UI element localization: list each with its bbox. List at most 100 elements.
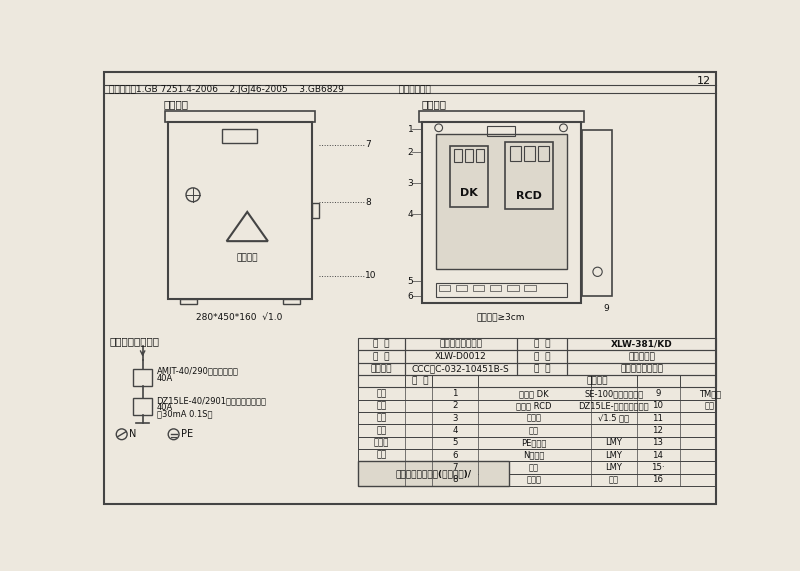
Text: 7: 7 xyxy=(452,463,458,472)
Text: RCD: RCD xyxy=(517,191,542,200)
Bar xyxy=(358,363,405,375)
Bar xyxy=(510,146,521,161)
Bar xyxy=(311,203,318,218)
Text: 制图: 制图 xyxy=(376,401,386,411)
Text: 标准化: 标准化 xyxy=(374,438,389,447)
Bar xyxy=(134,369,152,386)
Text: 有电危险: 有电危险 xyxy=(237,253,258,262)
Text: 2: 2 xyxy=(408,148,414,157)
Text: XLW-D0012: XLW-D0012 xyxy=(435,352,486,361)
Text: 施工现场照明配电: 施工现场照明配电 xyxy=(620,364,663,373)
Text: 电器连接原理图：: 电器连接原理图： xyxy=(110,336,159,347)
Text: 15·: 15· xyxy=(651,463,665,472)
Text: 8: 8 xyxy=(452,475,458,484)
Text: 7: 7 xyxy=(365,140,371,149)
Text: CCC：C-032-10451B-S: CCC：C-032-10451B-S xyxy=(412,364,510,373)
Text: 名  称: 名 称 xyxy=(373,340,390,349)
Bar xyxy=(435,134,566,269)
Text: 用  途: 用 途 xyxy=(534,364,550,373)
Bar xyxy=(358,412,716,424)
Bar xyxy=(567,351,716,363)
Bar xyxy=(490,285,502,291)
Text: 12: 12 xyxy=(653,426,663,435)
Text: N: N xyxy=(130,429,137,439)
Text: 断路器 RCD: 断路器 RCD xyxy=(516,401,552,411)
Bar xyxy=(524,285,535,291)
Bar xyxy=(456,285,467,291)
Bar xyxy=(405,351,517,363)
Text: 序  号: 序 号 xyxy=(412,377,428,385)
Bar xyxy=(567,338,716,351)
Text: 压把锁: 压把锁 xyxy=(526,475,542,484)
Bar xyxy=(358,400,716,412)
Text: 4: 4 xyxy=(408,210,414,219)
Text: 型  号: 型 号 xyxy=(534,340,550,349)
Text: PE: PE xyxy=(182,429,194,439)
Text: 8: 8 xyxy=(365,198,371,207)
Bar xyxy=(180,299,197,304)
Bar xyxy=(465,150,473,162)
Text: 主要配件: 主要配件 xyxy=(586,377,608,385)
Bar xyxy=(517,338,567,351)
Bar xyxy=(476,150,484,162)
Bar xyxy=(358,473,716,486)
Bar xyxy=(454,150,462,162)
Text: 执行标准：1.GB 7251.4-2006    2.JGJ46-2005    3.GB6829                   壳体颜色：黄: 执行标准：1.GB 7251.4-2006 2.JGJ46-2005 3.GB6… xyxy=(110,85,431,94)
Bar xyxy=(517,351,567,363)
Text: 12: 12 xyxy=(697,76,711,86)
Bar xyxy=(358,338,405,351)
Text: 规  格: 规 格 xyxy=(534,352,550,361)
Text: 5: 5 xyxy=(452,438,458,447)
Text: SE-100系列透明开关: SE-100系列透明开关 xyxy=(584,389,643,398)
Bar xyxy=(435,283,566,297)
Text: 1: 1 xyxy=(452,389,458,398)
Bar xyxy=(165,111,314,122)
Bar xyxy=(567,363,716,375)
Text: 安装板: 安装板 xyxy=(526,413,542,423)
Bar xyxy=(283,299,300,304)
Bar xyxy=(134,398,152,415)
Text: 哈尔滨市龙瑞电气(成套设备)/: 哈尔滨市龙瑞电气(成套设备)/ xyxy=(395,469,471,478)
Text: 6: 6 xyxy=(408,292,414,301)
Text: DZ15LE-透明系列漏电开: DZ15LE-透明系列漏电开 xyxy=(578,401,649,411)
Text: AMIT-40/290（透明空开）: AMIT-40/290（透明空开） xyxy=(157,367,238,376)
Text: DZ15LE-40/2901（透明漏电开关）: DZ15LE-40/2901（透明漏电开关） xyxy=(157,396,266,405)
Text: （30mA 0.1S）: （30mA 0.1S） xyxy=(157,410,212,419)
Text: 断路器 DK: 断路器 DK xyxy=(519,389,549,398)
Text: 照明开关箱: 照明开关箱 xyxy=(628,352,655,361)
Bar xyxy=(358,375,716,387)
Bar xyxy=(358,387,716,400)
Text: XLW-381/KD: XLW-381/KD xyxy=(611,340,673,349)
Text: LMY: LMY xyxy=(606,438,622,447)
Bar xyxy=(222,130,257,143)
Bar xyxy=(506,142,554,210)
Bar xyxy=(405,363,517,375)
Text: LMY: LMY xyxy=(606,451,622,460)
Bar xyxy=(168,122,311,299)
Bar xyxy=(582,130,611,296)
Text: 9: 9 xyxy=(604,304,610,313)
Bar xyxy=(524,146,534,161)
Text: 装配图：: 装配图： xyxy=(422,99,446,109)
Text: 10: 10 xyxy=(365,271,377,280)
Text: 试验报告: 试验报告 xyxy=(370,364,392,373)
Text: 挂耳: 挂耳 xyxy=(705,401,715,411)
Bar xyxy=(450,146,488,207)
Text: 1: 1 xyxy=(408,125,414,134)
Bar xyxy=(517,363,567,375)
Text: 280*450*160  √1.0: 280*450*160 √1.0 xyxy=(196,312,282,321)
Bar xyxy=(422,122,581,303)
Bar xyxy=(358,424,716,437)
Text: 线夹: 线夹 xyxy=(529,426,539,435)
Bar xyxy=(405,338,517,351)
Text: 40A: 40A xyxy=(157,373,173,383)
Text: 设计: 设计 xyxy=(376,389,386,398)
Text: 图  号: 图 号 xyxy=(373,352,390,361)
Text: TM连接: TM连接 xyxy=(699,389,721,398)
Text: 3: 3 xyxy=(452,413,458,423)
Text: 14: 14 xyxy=(653,451,663,460)
Text: 4: 4 xyxy=(452,426,458,435)
Text: 外型图：: 外型图： xyxy=(163,99,189,109)
Text: 防雨: 防雨 xyxy=(609,475,619,484)
Text: 2: 2 xyxy=(452,401,458,411)
